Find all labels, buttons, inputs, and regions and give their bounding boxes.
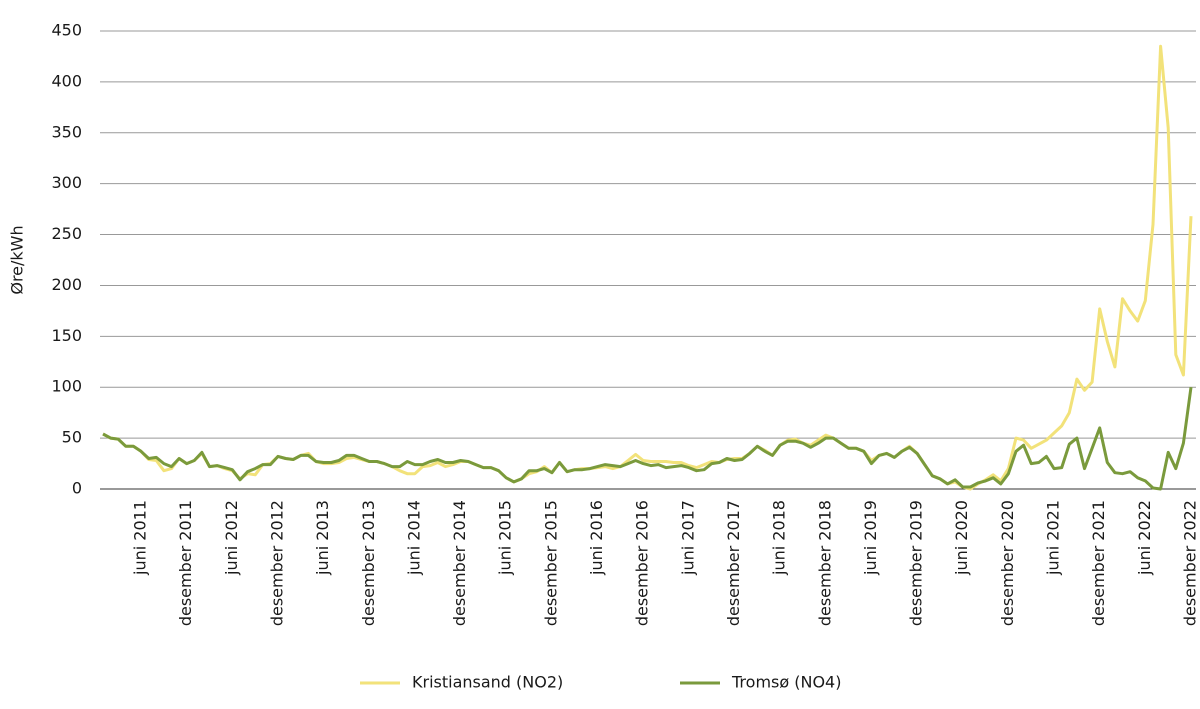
x-tick-label: juni 2013	[313, 500, 332, 576]
data-line	[102, 386, 1193, 491]
x-tick-label: juni 2018	[770, 500, 789, 576]
x-tick-label: desember 2017	[724, 500, 743, 626]
legend-label: Kristiansand (NO2)	[412, 673, 563, 692]
x-tick-label: juni 2021	[1044, 500, 1063, 576]
x-tick-label: desember 2011	[176, 500, 195, 626]
y-tick-label: 300	[51, 173, 82, 192]
x-tick-label: desember 2018	[815, 500, 834, 626]
x-tick-label: desember 2020	[998, 500, 1017, 626]
x-tick-label: desember 2022	[1181, 500, 1200, 626]
y-tick-label: 250	[51, 224, 82, 243]
x-tick-label: desember 2014	[450, 500, 469, 626]
x-tick-label: desember 2021	[1089, 500, 1108, 626]
x-tick-label: juni 2014	[404, 500, 423, 576]
x-tick-label: juni 2022	[1135, 500, 1154, 576]
x-tick-label: desember 2012	[267, 500, 286, 626]
data-line	[102, 44, 1193, 491]
x-tick-label: desember 2013	[359, 500, 378, 626]
y-tick-label: 200	[51, 275, 82, 294]
x-tick-label: desember 2016	[633, 500, 652, 626]
x-tick-label: juni 2017	[678, 500, 697, 576]
legend-label: Tromsø (NO4)	[731, 673, 841, 692]
x-tick-label: desember 2015	[541, 500, 560, 626]
y-tick-label: 150	[51, 326, 82, 345]
x-tick-label: juni 2019	[861, 500, 880, 576]
x-tick-label: desember 2019	[907, 500, 926, 626]
x-tick-label: juni 2020	[952, 500, 971, 576]
x-tick-label: juni 2016	[587, 500, 606, 576]
x-tick-label: juni 2011	[131, 500, 150, 576]
x-tick-label: juni 2012	[222, 500, 241, 576]
y-tick-label: 0	[72, 479, 82, 498]
x-tick-label: juni 2015	[496, 500, 515, 576]
y-tick-label: 450	[51, 21, 82, 40]
y-tick-label: 50	[62, 428, 82, 447]
y-tick-label: 350	[51, 122, 82, 141]
y-axis-label: Øre/kWh	[8, 225, 27, 294]
y-tick-label: 400	[51, 71, 82, 90]
y-tick-label: 100	[51, 377, 82, 396]
